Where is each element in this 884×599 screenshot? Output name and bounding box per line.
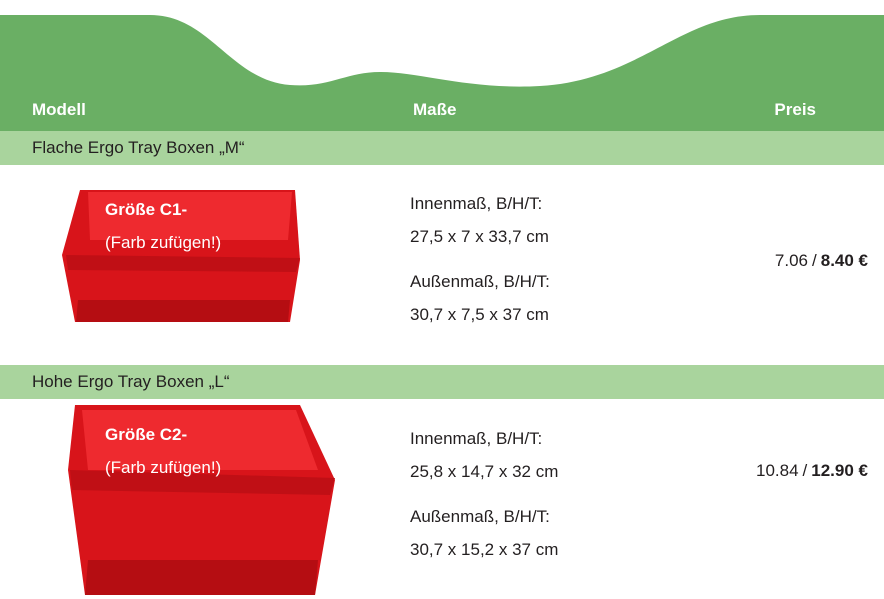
price-gross: 8.40 € xyxy=(820,251,868,270)
section-title: Hohe Ergo Tray Boxen „L“ xyxy=(32,372,230,391)
tray-image-2 xyxy=(68,405,335,595)
price-net: 10.84 xyxy=(755,461,799,480)
tray-image-1 xyxy=(62,190,300,322)
section-row: Flache Ergo Tray Boxen „M“ xyxy=(0,131,884,165)
image-note: (Farb zufügen!) xyxy=(105,233,222,252)
price-gross: 12.90 € xyxy=(811,461,868,480)
image-label: Größe C1- xyxy=(105,200,188,219)
column-header: Maße xyxy=(413,100,457,119)
image-label: Größe C2- xyxy=(105,425,188,444)
dimension-text: Außenmaß, B/H/T: xyxy=(410,507,550,526)
price: 10.84/12.90 € xyxy=(756,461,868,481)
dimension-text: Innenmaß, B/H/T: xyxy=(410,429,543,448)
column-header: Modell xyxy=(32,100,86,119)
dimension-text: Innenmaß, B/H/T: xyxy=(410,194,543,213)
dimension-text: Außenmaß, B/H/T: xyxy=(410,272,550,291)
price-separator: / xyxy=(802,461,808,480)
price-separator: / xyxy=(812,251,817,270)
dimension-text: 30,7 x 15,2 x 37 cm xyxy=(410,540,559,559)
dimension-text: 27,5 x 7 x 33,7 cm xyxy=(410,227,549,246)
header-wave xyxy=(0,15,884,131)
price: 7.06/8.40 € xyxy=(775,251,868,271)
dimension-text: 30,7 x 7,5 x 37 cm xyxy=(410,305,549,324)
section-row: Hohe Ergo Tray Boxen „L“ xyxy=(0,365,884,399)
section-title: Flache Ergo Tray Boxen „M“ xyxy=(32,138,245,157)
image-note: (Farb zufügen!) xyxy=(105,458,222,477)
price-net: 7.06 xyxy=(774,251,808,270)
dimension-text: 25,8 x 14,7 x 32 cm xyxy=(410,462,559,481)
column-header: Preis xyxy=(774,100,816,119)
